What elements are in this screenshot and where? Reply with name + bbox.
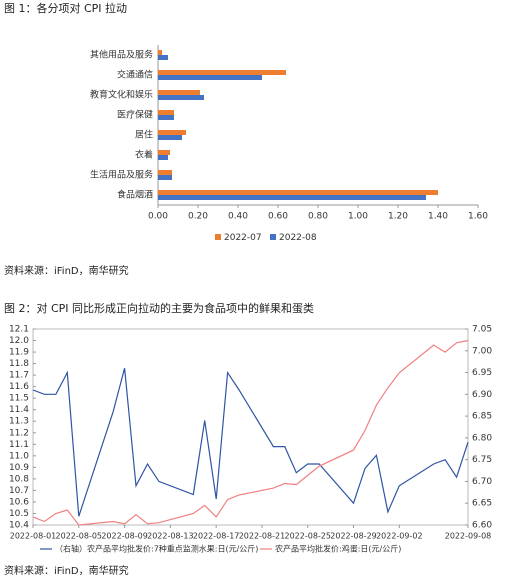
bar [158, 55, 168, 60]
bar [158, 75, 262, 80]
y2-tick-label: 6.60 [472, 521, 492, 531]
y2-tick-label: 6.95 [472, 368, 492, 378]
legend-label: （右轴）农产品平均批发价:7种重点监测水果:日(元/公斤) [55, 544, 258, 554]
y-tick-label: 11.1 [9, 440, 29, 450]
x-tick-label: 1.40 [428, 212, 448, 222]
bar [158, 150, 170, 155]
legend-label: 农产品平均批发价:鸡蛋:日(元/公斤) [275, 544, 401, 554]
x-tick-label: 2022-08-29 [330, 532, 377, 541]
y2-tick-label: 6.80 [472, 433, 492, 443]
series-line [32, 339, 469, 526]
y-tick-label: 10.9 [9, 463, 29, 473]
plot-frame [32, 328, 469, 526]
y-tick-label: 11.7 [9, 371, 29, 381]
y-tick-label: 教育文化和娱乐 [90, 89, 153, 101]
y-tick-label: 食品烟酒 [117, 189, 153, 201]
y-tick-label: 10.4 [9, 521, 29, 531]
bar [158, 170, 172, 175]
y2-tick-label: 6.70 [472, 477, 492, 487]
bar [158, 90, 200, 95]
y2-tick-label: 7.00 [472, 346, 492, 356]
y-tick-label: 11.3 [9, 417, 29, 427]
x-tick-label: 1.60 [468, 212, 488, 222]
x-tick-label: 2022-09-02 [376, 532, 423, 541]
source: 资料来源：iFinD，南华研究 [4, 564, 129, 577]
legend-label: 2022-07 [224, 233, 262, 243]
bar [158, 190, 438, 195]
bar [158, 70, 286, 75]
bar [158, 155, 168, 160]
y-tick-label: 11.4 [9, 405, 29, 415]
x-tick-label: 1.00 [348, 212, 368, 222]
legend-swatch [215, 234, 221, 240]
x-tick-label: 0.40 [228, 212, 248, 222]
source: 资料来源：iFinD，南华研究 [4, 264, 129, 277]
y2-tick-label: 6.85 [472, 412, 492, 422]
bar [158, 130, 186, 135]
y-tick-label: 11.9 [9, 348, 29, 358]
legend-swatch [270, 234, 276, 240]
x-tick-label: 0.20 [188, 212, 208, 222]
legend-label: 2022-08 [279, 233, 317, 243]
x-tick-label: 1.20 [388, 212, 408, 222]
figure-title: 图 1：各分项对 CPI 拉动 [4, 1, 127, 15]
x-tick-label: 2022-08-25 [284, 532, 331, 541]
bar [158, 95, 204, 100]
bar [158, 115, 174, 120]
x-tick-label: 2022-08-21 [239, 532, 286, 541]
y-tick-label: 12.0 [9, 336, 29, 346]
bar [158, 110, 174, 115]
y-tick-label: 10.6 [9, 497, 29, 507]
y-tick-label: 衣着 [135, 149, 153, 161]
y-tick-label: 10.8 [9, 474, 29, 484]
y-tick-label: 10.5 [9, 509, 29, 519]
y-tick-label: 交通通信 [117, 69, 153, 81]
y-tick-label: 医疗保健 [117, 109, 153, 121]
y-tick-label: 11.5 [9, 394, 29, 404]
y2-tick-label: 7.05 [472, 325, 492, 335]
x-tick-label: 2022-09-08 [445, 532, 492, 541]
y-tick-label: 11.6 [9, 382, 29, 392]
bar [158, 135, 182, 140]
x-tick-label: 2022-08-09 [101, 532, 148, 541]
y-tick-label: 12.1 [9, 325, 29, 335]
y2-tick-label: 6.75 [472, 455, 492, 465]
y-tick-label: 居住 [135, 129, 153, 141]
y-tick-label: 11.8 [9, 359, 29, 369]
y-tick-label: 11.0 [9, 451, 29, 461]
bar [158, 175, 172, 180]
x-tick-label: 2022-08-05 [56, 532, 103, 541]
y2-tick-label: 6.65 [472, 499, 492, 509]
y-tick-label: 其他用品及服务 [90, 49, 153, 61]
bar [158, 195, 426, 200]
x-tick-label: 2022-08-17 [193, 532, 240, 541]
x-tick-label: 2022-08-01 [10, 532, 57, 541]
x-tick-label: 0.60 [268, 212, 288, 222]
x-tick-label: 0.00 [148, 212, 168, 222]
bar [158, 50, 162, 55]
y2-tick-label: 6.90 [472, 390, 492, 400]
y-tick-label: 生活用品及服务 [90, 169, 153, 181]
y-tick-label: 11.2 [9, 428, 29, 438]
figure-title: 图 2：对 CPI 同比形成正向拉动的主要为食品项中的鲜果和蛋类 [4, 301, 314, 315]
y-tick-label: 10.7 [9, 486, 29, 496]
x-tick-label: 2022-08-13 [147, 532, 194, 541]
x-tick-label: 0.80 [308, 212, 328, 222]
series-line [32, 368, 469, 517]
